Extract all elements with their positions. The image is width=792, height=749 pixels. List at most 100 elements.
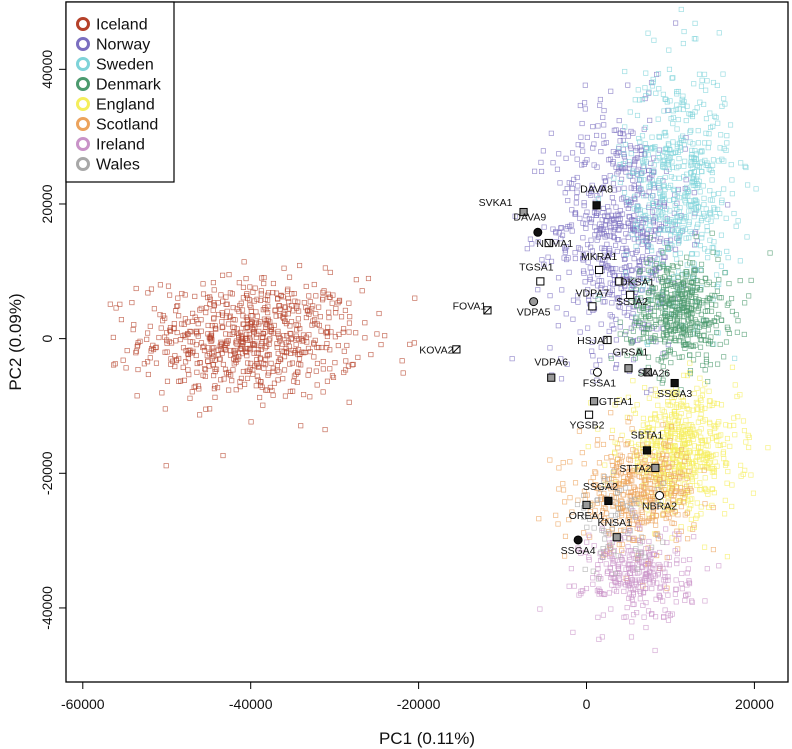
data-point [592, 469, 598, 475]
data-point [665, 399, 671, 405]
data-point [631, 183, 637, 189]
data-point [691, 81, 697, 87]
data-point [709, 197, 716, 203]
data-point [610, 149, 616, 155]
data-point [254, 313, 260, 319]
data-point [207, 294, 213, 300]
data-point [665, 592, 671, 598]
data-point [663, 503, 670, 509]
data-point [572, 255, 578, 262]
data-point [663, 317, 669, 323]
data-point [335, 300, 341, 306]
data-point [599, 227, 605, 233]
legend-item-iceland: Iceland [76, 17, 148, 34]
data-point [630, 177, 636, 183]
data-point [665, 577, 671, 583]
data-point [673, 338, 679, 344]
data-point [663, 290, 669, 296]
data-point [231, 361, 237, 367]
data-point [693, 515, 699, 521]
data-point [288, 319, 295, 325]
data-point [212, 369, 218, 375]
data-point [603, 262, 609, 268]
data-point [725, 468, 731, 475]
data-point [677, 296, 683, 302]
data-point [668, 150, 674, 156]
data-point [671, 473, 677, 479]
data-point [662, 354, 668, 360]
data-point [644, 339, 650, 345]
data-point [619, 499, 625, 505]
data-point [625, 394, 631, 400]
data-point [158, 325, 164, 331]
data-point [651, 551, 657, 557]
data-point [282, 311, 288, 318]
data-point [632, 97, 638, 103]
data-point [633, 147, 639, 154]
data-point [248, 313, 254, 319]
data-point [600, 441, 607, 448]
data-point [629, 577, 636, 583]
data-point [662, 240, 668, 246]
data-point [594, 164, 600, 170]
data-point [264, 343, 270, 349]
data-point [180, 364, 186, 370]
sample-ssga4: SSGA4 [561, 535, 596, 557]
data-point [239, 335, 246, 341]
data-point [703, 206, 709, 212]
data-point [646, 561, 652, 567]
data-point [243, 349, 249, 356]
data-point [588, 237, 594, 243]
data-point [630, 536, 636, 542]
data-point [660, 512, 666, 518]
data-point [679, 99, 685, 105]
sample-label: VDPA7 [576, 287, 610, 299]
data-point [258, 291, 264, 297]
data-point [640, 460, 646, 466]
data-point [629, 596, 635, 603]
data-point [628, 128, 634, 134]
data-point [299, 338, 305, 344]
data-point [637, 350, 643, 356]
data-point [613, 588, 620, 595]
data-point [686, 111, 692, 117]
data-point [622, 283, 628, 289]
data-point [635, 522, 641, 528]
data-point [721, 441, 727, 448]
data-point [324, 378, 330, 384]
data-point [302, 349, 308, 355]
data-point [729, 503, 735, 509]
data-point [594, 377, 600, 383]
data-point [687, 448, 693, 454]
data-point [626, 162, 632, 168]
data-point [688, 203, 694, 209]
data-point [684, 487, 691, 493]
data-point [246, 345, 253, 351]
data-point [633, 243, 639, 249]
data-point [632, 355, 638, 361]
data-point [705, 145, 711, 151]
data-point [584, 157, 590, 163]
data-point [219, 325, 225, 331]
data-point [220, 452, 226, 459]
data-point [232, 350, 238, 356]
data-point [601, 107, 607, 114]
data-point [566, 583, 572, 589]
data-point [647, 235, 653, 241]
data-point [690, 357, 697, 363]
data-point [291, 373, 297, 379]
data-point [715, 256, 721, 263]
data-point [212, 323, 218, 329]
data-point [673, 149, 679, 155]
data-point [662, 129, 668, 135]
data-point [628, 497, 634, 503]
data-point [654, 256, 661, 262]
data-point [706, 166, 712, 172]
data-point [563, 155, 569, 161]
data-point [614, 472, 620, 479]
data-point [661, 441, 667, 447]
data-point [665, 246, 671, 252]
data-point [306, 293, 312, 299]
data-point [295, 369, 301, 375]
data-point [654, 158, 660, 164]
